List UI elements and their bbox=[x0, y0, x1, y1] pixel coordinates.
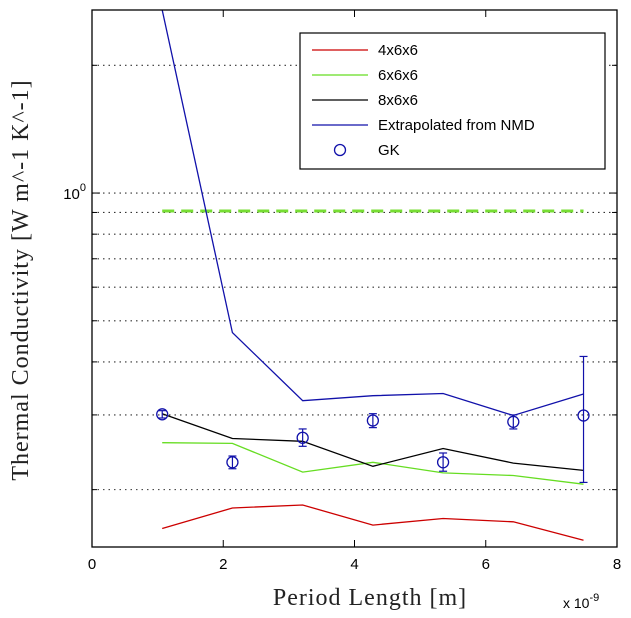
gk-data-point bbox=[436, 456, 450, 469]
legend-box bbox=[299, 32, 606, 170]
series-6x6x6 bbox=[162, 442, 584, 485]
x-multiplier-base: x 10 bbox=[563, 595, 590, 611]
x-axis-title: Period Length [m] bbox=[273, 585, 467, 611]
gk-data-point bbox=[156, 408, 169, 421]
y-tick-label-exp: 0 bbox=[80, 182, 86, 194]
series-gk bbox=[156, 355, 590, 484]
legend-label: 6x6x6 bbox=[378, 67, 418, 84]
legend-label: Extrapolated from NMD bbox=[378, 117, 535, 134]
x-tick-label: 0 bbox=[88, 556, 96, 573]
legend-label: 4x6x6 bbox=[378, 42, 418, 59]
legend: 4x6x6 6x6x6 8x6x6 Extrapolated from NMD GK bbox=[299, 32, 606, 170]
x-tick-label: 6 bbox=[482, 556, 490, 573]
series-line bbox=[162, 504, 584, 541]
gk-data-point bbox=[577, 409, 590, 422]
x-tick-label: 8 bbox=[613, 556, 621, 573]
y-tick-label-base: 10 bbox=[63, 186, 80, 203]
x-multiplier-exp: -9 bbox=[589, 592, 599, 604]
legend-marker bbox=[333, 143, 347, 157]
gk-data-point bbox=[226, 456, 239, 469]
gk-data-point bbox=[296, 431, 309, 444]
legend-label: 8x6x6 bbox=[378, 92, 418, 109]
x-multiplier: x 10-9 bbox=[563, 592, 599, 611]
series-8x6x6 bbox=[161, 413, 584, 472]
series-4x6x6 bbox=[162, 504, 584, 541]
x-tick-label: 4 bbox=[350, 556, 358, 573]
y-tick-label: 100 bbox=[63, 182, 86, 203]
series-line bbox=[162, 442, 584, 485]
series bbox=[156, 9, 590, 541]
x-tick-label: 2 bbox=[219, 556, 227, 573]
gk-data-point bbox=[366, 414, 380, 427]
legend-label: GK bbox=[378, 142, 400, 159]
series-line bbox=[161, 413, 584, 472]
gk-data-point bbox=[507, 415, 520, 428]
y-axis-title: Thermal Conductivity [W m^-1 K^-1] bbox=[8, 79, 34, 480]
